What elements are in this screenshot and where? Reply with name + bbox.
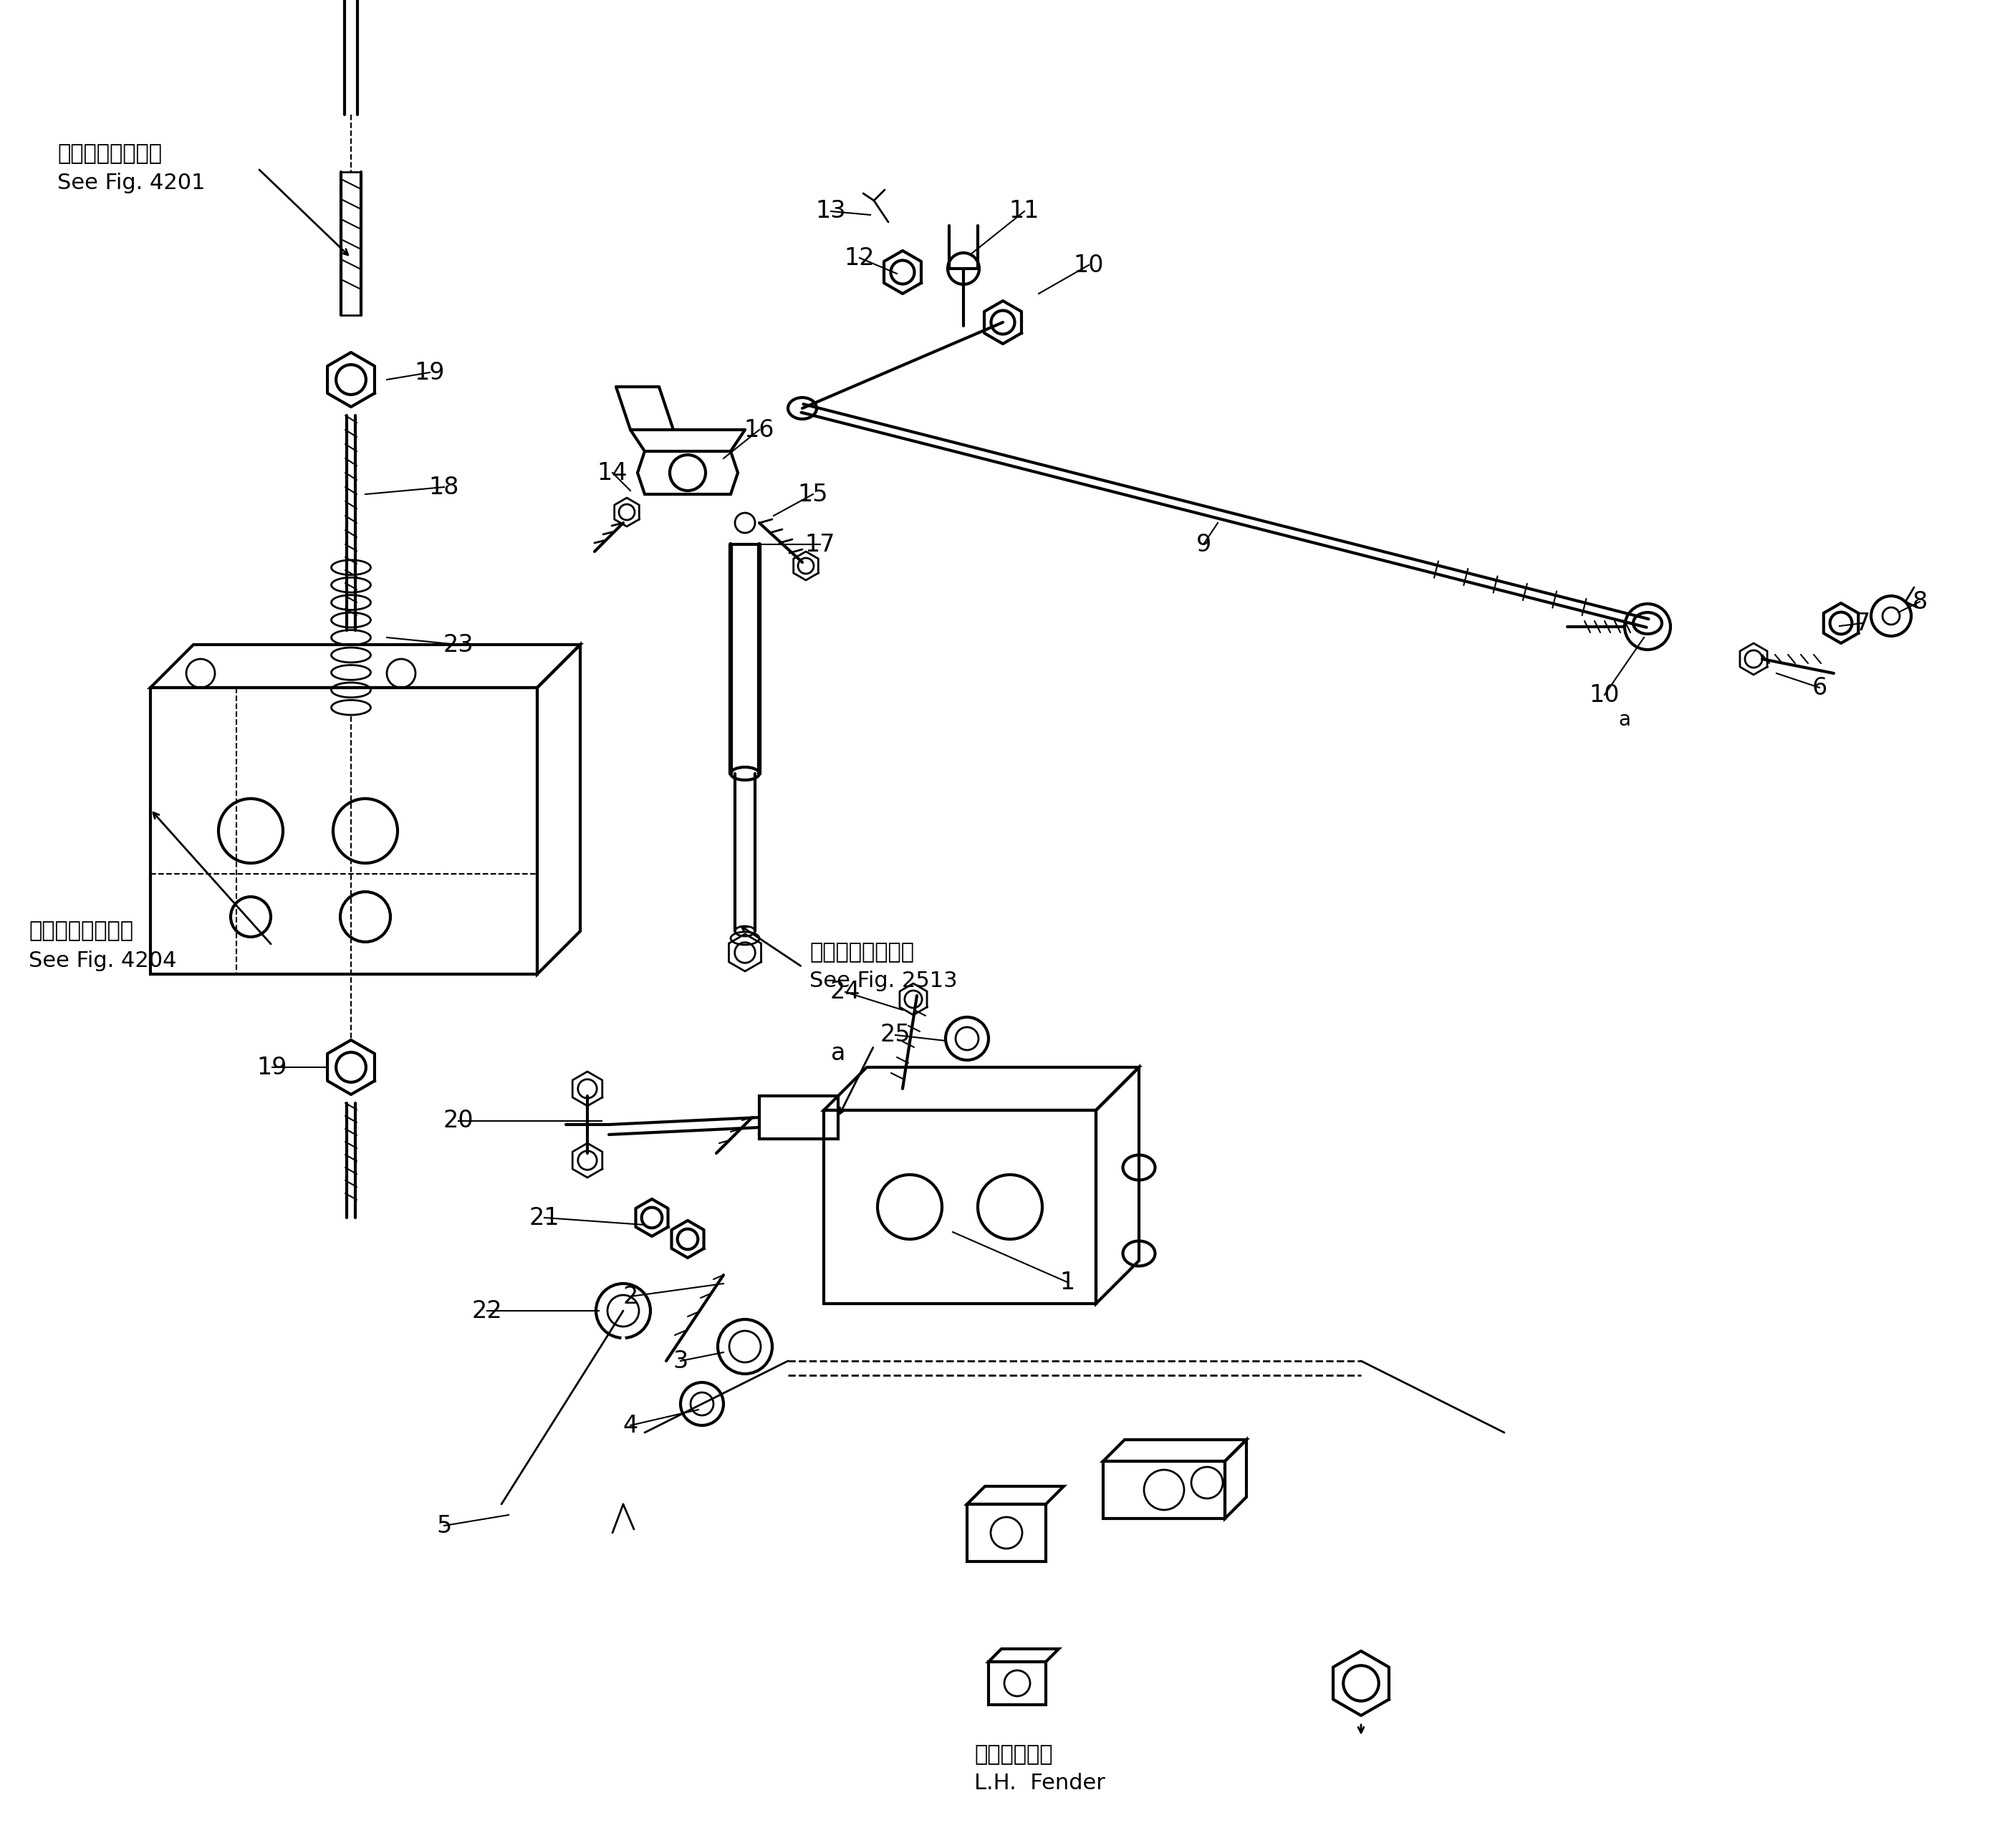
Text: a: a [830,1040,846,1064]
Text: 14: 14 [598,460,628,484]
Text: 24: 24 [830,979,860,1003]
Text: 19: 19 [256,1055,288,1079]
Text: 第２５１３図参照: 第２５１３図参照 [810,942,914,963]
Text: 19: 19 [414,360,446,384]
Text: 22: 22 [472,1299,502,1323]
Text: 1: 1 [1060,1270,1074,1294]
Text: 10: 10 [1074,253,1104,277]
Text: See Fig. 4201: See Fig. 4201 [58,172,206,192]
Text: 18: 18 [428,475,460,499]
Text: 25: 25 [880,1024,910,1046]
Text: 4: 4 [622,1414,638,1438]
Text: 8: 8 [1912,590,1928,614]
Text: 15: 15 [798,482,828,506]
Text: See Fig. 4204: See Fig. 4204 [28,952,176,972]
Text: 2: 2 [622,1284,638,1308]
Text: 7: 7 [1854,612,1870,636]
Text: 23: 23 [444,632,474,656]
Text: 11: 11 [1010,200,1040,224]
Text: 左　フェンダ: 左 フェンダ [974,1745,1052,1765]
Text: 10: 10 [1590,684,1620,706]
Text: 3: 3 [672,1349,688,1373]
Text: 21: 21 [530,1207,560,1229]
Text: 第４２０４図参照: 第４２０４図参照 [28,920,134,941]
Text: 20: 20 [444,1109,474,1133]
Text: See Fig. 2513: See Fig. 2513 [810,970,958,992]
Text: 5: 5 [436,1514,452,1538]
Text: a: a [1618,710,1630,730]
Text: 16: 16 [744,418,774,442]
Text: 6: 6 [1812,676,1828,699]
Text: 第４２０１図参照: 第４２０１図参照 [58,144,162,164]
Text: 17: 17 [804,532,836,556]
Text: L.H.  Fender: L.H. Fender [974,1772,1106,1794]
Text: 13: 13 [816,200,846,224]
Text: 12: 12 [844,246,874,270]
Text: 9: 9 [1196,532,1212,556]
